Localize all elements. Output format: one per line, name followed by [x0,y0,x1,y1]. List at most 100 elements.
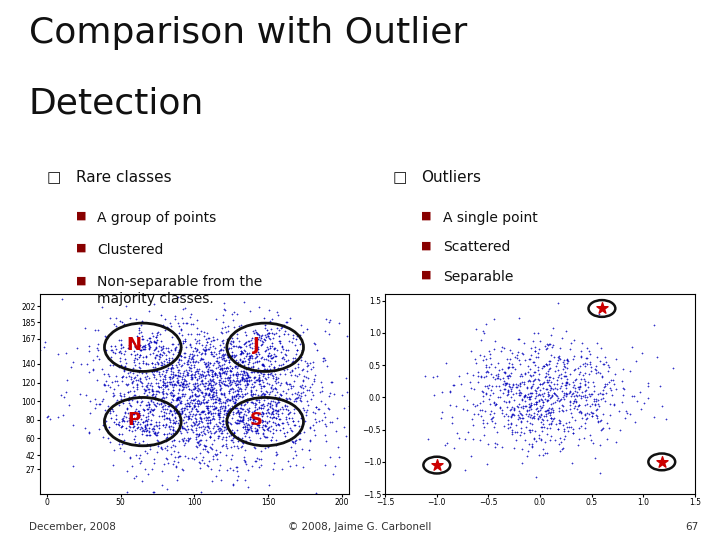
Point [225,419,237,428]
Point [140,430,152,439]
Point [505,387,516,395]
Point [536,402,547,411]
Point [152,379,163,388]
Point [250,339,261,347]
Point [559,389,571,397]
Point [264,400,276,408]
Point [276,353,288,361]
Point [581,393,593,401]
Point [210,388,222,396]
Point [94,400,106,409]
Point [544,424,556,433]
Point [148,369,159,378]
Point [171,402,182,411]
Point [323,392,335,400]
Point [488,399,500,407]
Point [126,393,138,402]
Point [155,406,166,415]
Point [221,350,233,359]
Point [280,356,292,365]
Point [205,347,217,356]
Point [570,397,581,406]
Point [167,441,179,449]
Point [246,351,257,360]
Point [264,329,275,338]
Point [252,391,264,400]
Point [179,413,190,422]
Point [135,346,147,354]
Point [332,442,343,451]
Point [266,409,277,417]
Point [420,372,431,381]
Point [560,389,572,398]
Point [498,412,510,421]
Point [578,375,590,383]
Point [514,382,526,390]
Point [195,399,207,408]
Point [133,407,145,415]
Point [234,355,246,363]
Point [545,378,557,387]
Point [237,349,248,357]
Point [235,349,246,357]
Point [506,430,518,438]
Point [271,388,283,396]
Point [147,424,158,433]
Point [179,336,191,345]
Point [194,356,205,364]
Point [183,379,194,387]
Point [248,418,259,427]
Point [122,408,134,417]
Point [173,412,184,421]
Point [313,404,325,413]
Point [141,430,153,439]
Point [251,335,262,344]
Point [183,354,194,362]
Point [225,430,237,438]
Point [207,386,218,395]
Point [156,382,167,391]
Point [523,400,535,408]
Point [212,431,224,440]
Point [562,427,574,436]
Point [231,418,243,427]
Point [185,354,197,363]
Point [542,389,554,398]
Point [259,417,271,426]
Point [291,393,302,402]
Point [294,391,305,400]
Point [536,394,547,403]
Point [151,350,163,359]
Point [203,402,215,410]
Point [218,368,230,377]
Point [324,453,336,461]
Point [516,409,527,418]
Point [226,334,238,342]
Point [152,328,163,336]
Point [537,397,549,406]
Point [212,354,223,363]
Point [243,376,255,384]
Point [186,421,197,429]
Point [222,349,234,357]
Point [253,441,264,449]
Point [294,435,306,444]
Point [227,451,238,460]
Point [272,396,284,405]
Point [271,406,283,415]
Point [520,392,531,400]
Point [231,372,243,380]
Point [305,383,316,391]
Point [224,410,235,419]
Point [235,408,246,417]
Point [259,444,271,453]
Point [229,401,240,409]
Point [251,386,262,394]
Point [166,410,178,418]
Point [124,338,135,346]
Point [94,355,105,364]
Point [214,410,225,419]
Point [286,389,297,398]
Point [518,392,530,400]
Point [91,352,103,361]
